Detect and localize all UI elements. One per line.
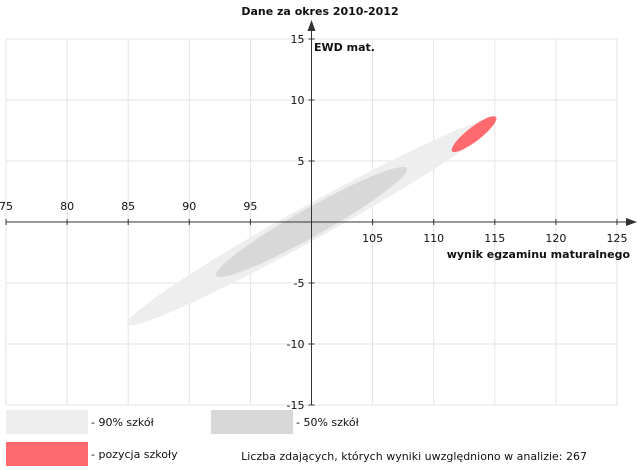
y-tick-label: 15 — [291, 33, 305, 46]
legend-swatch — [6, 410, 88, 434]
chart-title: Dane za okres 2010-2012 — [241, 5, 398, 18]
x-tick-label: 80 — [60, 200, 74, 213]
x-tick-label: 75 — [0, 200, 13, 213]
footnote: Liczba zdających, których wyniki uwzględ… — [241, 450, 587, 463]
x-tick-label: 85 — [121, 200, 135, 213]
y-tick-label: -5 — [294, 277, 305, 290]
x-tick-label: 95 — [243, 200, 257, 213]
y-axis-arrow — [307, 20, 316, 31]
school-position — [451, 116, 497, 153]
x-tick-label: 90 — [182, 200, 196, 213]
legend-swatch — [6, 442, 88, 466]
legend: - 90% szkół - 50% szkół - pozycja szkoły — [6, 410, 360, 466]
legend-label: - pozycja szkoły — [91, 448, 178, 461]
legend-label: - 90% szkół — [91, 416, 155, 429]
y-tick-label: 5 — [298, 155, 305, 168]
axes — [6, 20, 637, 405]
y-axis-label: EWD mat. — [314, 41, 375, 54]
x-tick-label: 125 — [607, 232, 628, 245]
legend-label: - 50% szkół — [296, 416, 360, 429]
x-axis-label: wynik egzaminu maturalnego — [447, 248, 631, 261]
y-tick-label: -10 — [287, 338, 305, 351]
x-tick-label: 120 — [545, 232, 566, 245]
y-tick-label: 10 — [291, 94, 305, 107]
y-tick-label: -15 — [287, 399, 305, 412]
x-tick-label: 110 — [423, 232, 444, 245]
legend-swatch — [211, 410, 293, 434]
x-tick-label: 115 — [484, 232, 505, 245]
x-axis-arrow — [626, 218, 637, 226]
x-tick-label: 105 — [362, 232, 383, 245]
